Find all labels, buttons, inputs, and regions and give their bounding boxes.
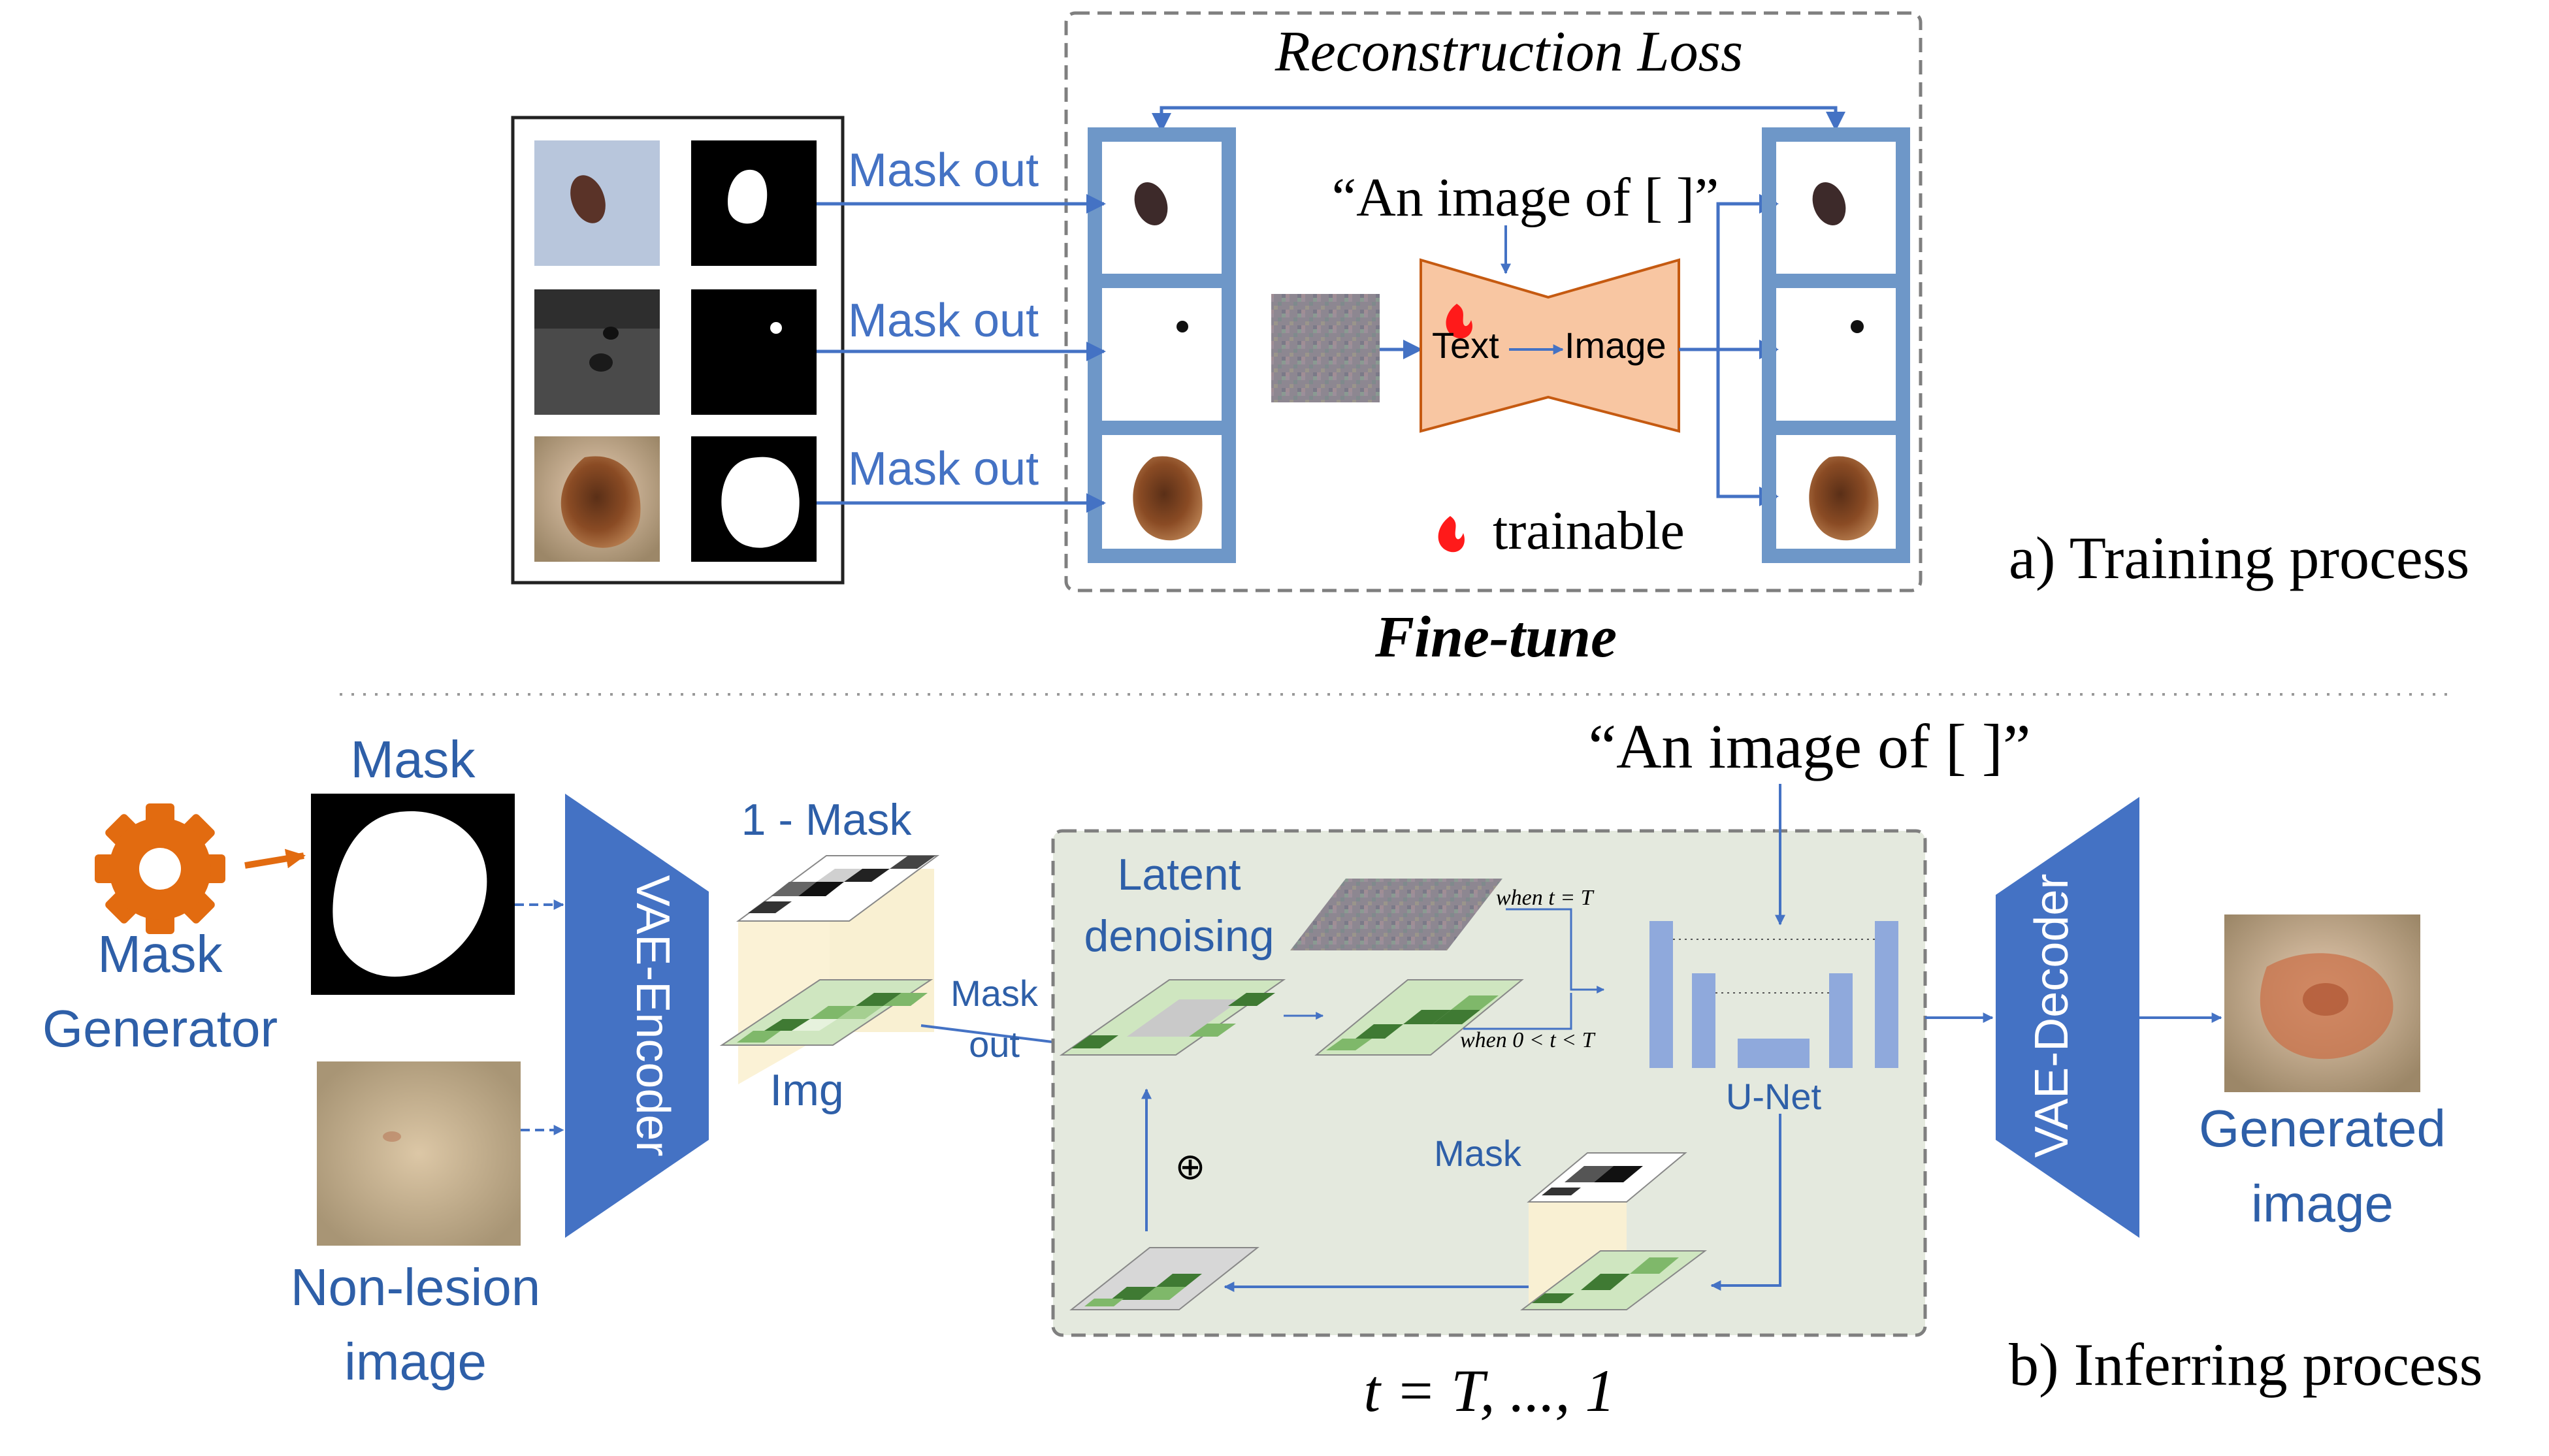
noise-latent bbox=[1290, 879, 1502, 950]
latent-denoising-line2: denoising bbox=[1084, 911, 1274, 961]
panel-mask-label: Mask bbox=[1434, 1133, 1522, 1174]
inferring-prompt: “An image of [ ]” bbox=[1588, 711, 2030, 781]
reconstruction-loss-label: Reconstruction Loss bbox=[1274, 20, 1743, 84]
mask-out-line2: out bbox=[969, 1024, 1020, 1065]
mask-generator-line1: Mask bbox=[97, 925, 223, 983]
vae-encoder-label: VAE-Encoder bbox=[626, 875, 679, 1157]
non-lesion-line1: Non-lesion bbox=[291, 1258, 540, 1316]
mask-out-line1: Mask bbox=[950, 973, 1039, 1014]
network-image-label: Image bbox=[1565, 325, 1666, 366]
training-caption: a) Training process bbox=[2009, 525, 2469, 591]
generated-image bbox=[2224, 914, 2420, 1092]
input-image-panel bbox=[511, 116, 845, 585]
when-t-equals-T: when t = T bbox=[1496, 886, 1595, 910]
latent-grid bbox=[1059, 979, 1286, 1056]
non-lesion-line2: image bbox=[344, 1333, 487, 1391]
oplus-symbol: ⊕ bbox=[1175, 1147, 1206, 1188]
latent-grid bbox=[1069, 1247, 1259, 1310]
binary-mask-image bbox=[691, 289, 817, 415]
trainable-label: trainable bbox=[1493, 500, 1685, 561]
when-0-lt-t-lt-T: when 0 < t < T bbox=[1460, 1028, 1596, 1052]
masked-input-stack bbox=[1088, 127, 1236, 563]
img-label: Img bbox=[770, 1065, 843, 1115]
one-minus-mask-label: 1 - Mask bbox=[741, 795, 913, 845]
trainable-network: Text Image bbox=[1420, 258, 1680, 433]
latent-grid bbox=[719, 979, 934, 1046]
flame-icon bbox=[1446, 304, 1472, 339]
mask-out-label-3: Mask out bbox=[848, 443, 1039, 495]
mask-out-label-2: Mask out bbox=[848, 295, 1039, 347]
output-stack bbox=[1762, 127, 1910, 563]
flame-icon bbox=[1438, 516, 1465, 553]
vae-decoder-label: VAE-Decoder bbox=[2026, 874, 2078, 1158]
latent-grid bbox=[736, 855, 940, 922]
inferring-caption: b) Inferring process bbox=[2009, 1331, 2483, 1398]
noise-image bbox=[1271, 294, 1380, 402]
network-text-label: Text bbox=[1432, 325, 1499, 366]
unet-label: U-Net bbox=[1726, 1076, 1822, 1117]
fine-tune-label: Fine-tune bbox=[1374, 605, 1617, 670]
training-prompt: “An image of [ ]” bbox=[1332, 167, 1719, 228]
training-section: Reconstruction Loss Mask out Mask out Ma… bbox=[511, 11, 2469, 670]
encoder-latent-stack bbox=[719, 855, 940, 1084]
non-lesion-image bbox=[317, 1061, 521, 1246]
reconstruction-loss-arrow bbox=[1152, 106, 1845, 133]
mask-generator-line2: Generator bbox=[42, 999, 278, 1058]
gear-icon bbox=[95, 803, 225, 934]
latent-denoising-panel bbox=[1051, 829, 1927, 1337]
mask-out-label-1: Mask out bbox=[848, 144, 1039, 197]
generated-line1: Generated bbox=[2199, 1099, 2446, 1157]
vae-encoder bbox=[565, 794, 709, 1238]
latent-grid bbox=[1314, 979, 1524, 1056]
mask-title: Mask bbox=[350, 730, 476, 788]
panel-mask-stack bbox=[1520, 1152, 1707, 1310]
mask-out-arrows bbox=[817, 194, 1106, 513]
inferring-section: Mask Generator Mask Non-lesion image VAE… bbox=[42, 711, 2483, 1424]
latent-denoising-line1: Latent bbox=[1117, 850, 1241, 899]
vae-decoder bbox=[1996, 797, 2139, 1238]
generated-line2: image bbox=[2251, 1174, 2394, 1233]
unet bbox=[1649, 921, 1898, 1068]
timesteps-label: t = T, ..., 1 bbox=[1364, 1357, 1615, 1424]
